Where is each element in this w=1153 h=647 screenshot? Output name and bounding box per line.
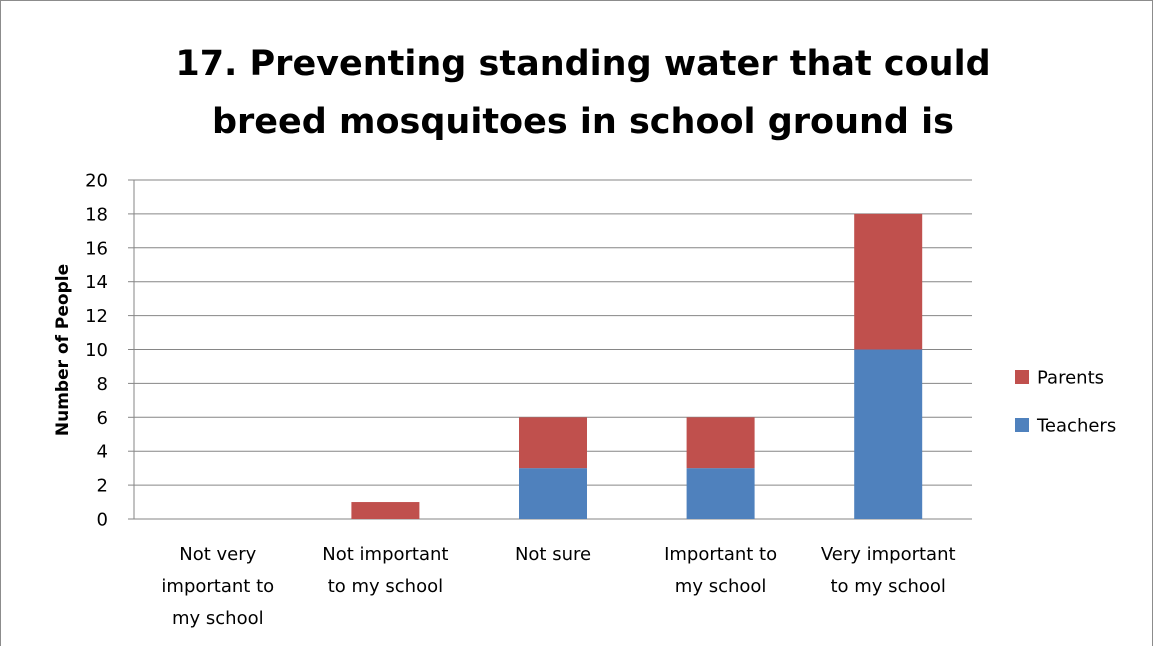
y-tick-label-6: 6 bbox=[97, 408, 108, 429]
y-tick-label-12: 12 bbox=[85, 306, 108, 327]
bar-parents-3 bbox=[519, 417, 587, 469]
legend: Parents Teachers bbox=[1015, 368, 1116, 437]
y-tick-label-16: 16 bbox=[85, 238, 108, 259]
bar-parents-2 bbox=[351, 502, 420, 519]
y-tick-label-20: 20 bbox=[85, 171, 108, 192]
chart-title-line-2: breed mosquitoes in school ground is bbox=[212, 102, 954, 142]
bars bbox=[351, 213, 923, 519]
bar-teachers-3 bbox=[519, 468, 587, 519]
y-tick-label-8: 8 bbox=[97, 374, 108, 395]
chart-title-line-1: 17. Preventing standing water that could bbox=[175, 44, 990, 84]
bar-parents-5 bbox=[854, 213, 923, 350]
y-axis-ticks: 0 2 4 6 8 10 12 14 16 18 20 bbox=[85, 171, 134, 531]
x-category-label-2: Not important to my school bbox=[322, 544, 448, 597]
y-tick-label-18: 18 bbox=[85, 204, 108, 225]
y-tick-label-14: 14 bbox=[85, 272, 108, 293]
x-category-label-4: Important to my school bbox=[664, 544, 777, 597]
x-axis-categories: Not very important to my school Not importa… bbox=[161, 544, 955, 629]
bar-teachers-5 bbox=[854, 349, 923, 519]
bar-parents-4 bbox=[686, 417, 755, 469]
x-category-label-1: Not very important to my school bbox=[161, 544, 274, 629]
y-axis-title: Number of People bbox=[53, 264, 73, 436]
legend-swatch-parents bbox=[1015, 370, 1029, 384]
bar-teachers-4 bbox=[686, 468, 755, 519]
legend-label-teachers: Teachers bbox=[1036, 416, 1116, 437]
x-category-label-5: Very important to my school bbox=[821, 544, 956, 597]
y-tick-label-4: 4 bbox=[97, 442, 108, 463]
legend-label-parents: Parents bbox=[1037, 368, 1104, 389]
x-category-label-3: Not sure bbox=[515, 544, 591, 565]
y-tick-label-2: 2 bbox=[97, 476, 108, 497]
y-axis-title-group: Number of People bbox=[53, 264, 73, 436]
legend-swatch-teachers bbox=[1015, 418, 1029, 432]
gridlines bbox=[133, 179, 972, 520]
chart-title: 17. Preventing standing water that could… bbox=[175, 44, 990, 142]
y-tick-label-10: 10 bbox=[85, 340, 108, 361]
y-tick-label-0: 0 bbox=[97, 510, 108, 531]
